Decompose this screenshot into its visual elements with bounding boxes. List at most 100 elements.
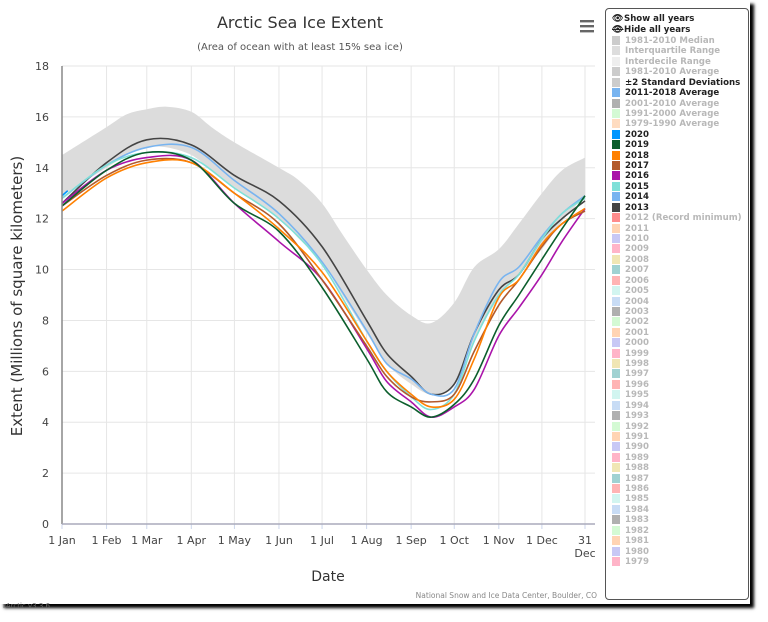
x-tick-label: 1 Jan — [48, 534, 75, 547]
legend-item[interactable]: 2003 — [612, 306, 649, 317]
legend-item[interactable]: 1981-2010 Average — [612, 67, 719, 77]
legend-item[interactable]: 2017 — [612, 161, 649, 171]
legend-item[interactable]: 2001-2010 Average — [612, 98, 719, 109]
legend-item[interactable]: 1983 — [612, 515, 649, 525]
legend-label: 1996 — [625, 379, 649, 390]
legend-swatch — [612, 400, 620, 410]
legend-item[interactable]: 2014 — [612, 192, 649, 202]
y-tick-label: 12 — [35, 213, 49, 226]
legend-item[interactable]: 2002 — [612, 317, 649, 327]
legend-item[interactable]: 1998 — [612, 359, 649, 369]
legend-item[interactable]: 1981 — [612, 536, 649, 546]
legend-item[interactable]: ±2 Standard Deviations — [612, 77, 741, 88]
legend-label: ±2 Standard Deviations — [625, 77, 741, 88]
legend-item[interactable]: 2019 — [612, 140, 649, 150]
hamburger-menu-icon[interactable] — [580, 20, 594, 33]
legend-swatch — [612, 306, 620, 316]
legend-item[interactable]: 2007 — [612, 265, 649, 275]
legend-item[interactable]: 1987 — [612, 473, 649, 484]
credit-text[interactable]: National Snow and Ice Data Center, Bould… — [416, 591, 597, 600]
legend-label: 1985 — [625, 494, 649, 505]
legend-item[interactable]: 2006 — [612, 275, 649, 286]
legend-item[interactable]: 2008 — [612, 254, 649, 265]
legend-swatch — [612, 557, 620, 566]
legend-item[interactable]: 1991 — [612, 431, 649, 442]
legend-item[interactable]: 1982 — [612, 525, 649, 536]
legend-item[interactable]: 1992 — [612, 421, 649, 432]
legend-item[interactable]: 1981-2010 Median — [612, 36, 715, 46]
legend-item[interactable]: 1999 — [612, 348, 649, 359]
legend-label: Interquartile Range — [625, 46, 721, 57]
legend-swatch — [612, 536, 620, 546]
legend-item[interactable]: 2000 — [612, 338, 649, 348]
legend-swatch — [612, 254, 620, 264]
legend-item[interactable]: 1994 — [612, 400, 649, 411]
legend-item[interactable]: 1995 — [612, 390, 649, 400]
legend-swatch — [612, 67, 620, 77]
legend-swatch — [612, 546, 620, 556]
show-all-years-button[interactable]: 👁Show all years — [612, 14, 694, 24]
legend-label: 1983 — [625, 515, 649, 526]
legend-label: 1997 — [625, 369, 649, 380]
x-tick-label: 1 Nov — [483, 534, 515, 547]
legend-item[interactable]: 2011-2018 Average — [612, 88, 719, 98]
legend-item[interactable]: 1980 — [612, 546, 649, 557]
legend-item[interactable]: 1996 — [612, 379, 649, 390]
legend-swatch — [612, 150, 620, 160]
legend-item[interactable]: 2004 — [612, 296, 649, 307]
eye-icon: 👁 — [612, 14, 624, 24]
legend-item[interactable]: 2009 — [612, 244, 649, 254]
legend-swatch — [612, 275, 620, 285]
legend-item[interactable]: 1988 — [612, 463, 649, 473]
legend-item[interactable]: Interquartile Range — [612, 46, 720, 56]
legend-item[interactable]: 2005 — [612, 286, 649, 296]
legend-item[interactable]: 1979 — [612, 557, 649, 567]
legend-label: 2003 — [625, 306, 649, 317]
series-line-2014 — [61, 143, 586, 397]
x-axis-title: Date — [311, 569, 344, 585]
legend-label: 1980 — [625, 546, 649, 557]
legend-swatch — [612, 431, 620, 441]
y-tick-label: 6 — [42, 365, 49, 378]
legend-label: 2004 — [625, 296, 649, 307]
legend-swatch — [612, 213, 620, 223]
legend-swatch — [612, 359, 620, 369]
legend-item[interactable]: 1991-2000 Average — [612, 108, 719, 119]
legend-label: 1994 — [625, 400, 649, 411]
legend-item[interactable]: 1990 — [612, 442, 649, 452]
legend-item[interactable]: 1993 — [612, 411, 649, 421]
legend-swatch — [612, 244, 620, 254]
legend-label: 1979-1990 Average — [625, 119, 720, 130]
y-tick-label: 14 — [35, 162, 49, 175]
legend-label: 2016 — [625, 171, 649, 182]
legend-item[interactable]: 1985 — [612, 494, 649, 504]
eye-slash-icon: 👁 — [612, 25, 624, 35]
legend-item[interactable]: 1984 — [612, 504, 649, 515]
hide-all-years-button[interactable]: 👁Hide all years — [612, 25, 690, 35]
legend-item[interactable]: 1997 — [612, 369, 649, 379]
chart-title: Arctic Sea Ice Extent — [217, 13, 383, 32]
legend-swatch — [612, 504, 620, 514]
legend-swatch — [612, 338, 620, 348]
series-line-2018 — [61, 158, 586, 409]
legend-label: 2005 — [625, 286, 649, 297]
legend-item[interactable]: 2015 — [612, 181, 649, 192]
legend-label: 2015 — [625, 181, 649, 192]
legend-item[interactable]: 2020 — [612, 129, 649, 140]
legend-item[interactable]: 2010 — [612, 233, 649, 244]
legend-item[interactable]: 1979-1990 Average — [612, 119, 719, 129]
y-axis-title: Extent (Millions of square kilometers) — [8, 156, 26, 436]
legend-label: 2001 — [625, 327, 649, 338]
legend-item[interactable]: 2012 (Record minimum) — [612, 213, 742, 223]
legend-item[interactable]: 2001 — [612, 327, 649, 338]
legend-swatch — [612, 484, 620, 494]
legend-item[interactable]: Interdecile Range — [612, 56, 711, 67]
legend-item[interactable]: 2013 — [612, 202, 649, 213]
legend-item[interactable]: 2016 — [612, 171, 649, 181]
x-tick-label: 1 Feb — [92, 534, 122, 547]
legend-item[interactable]: 2018 — [612, 150, 649, 161]
legend-item[interactable]: 2011 — [612, 223, 649, 234]
legend-item[interactable]: 1986 — [612, 484, 649, 494]
legend-swatch — [612, 98, 620, 108]
legend-item[interactable]: 1989 — [612, 452, 649, 463]
